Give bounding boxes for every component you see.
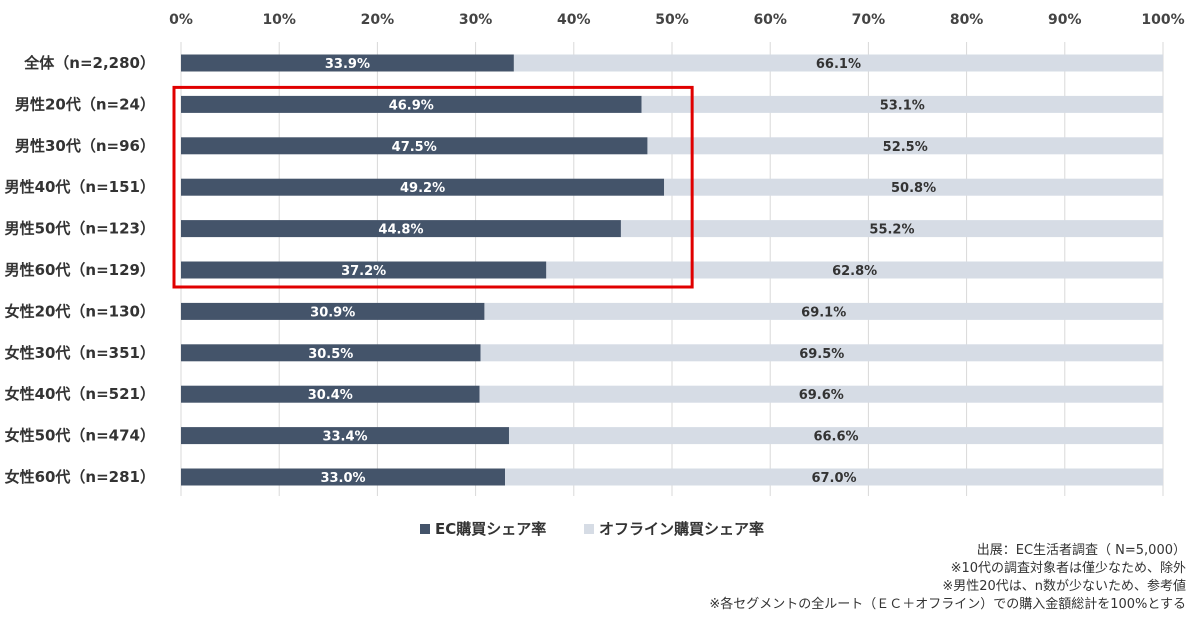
- ec-share-label: 33.0%: [320, 471, 365, 486]
- offline-share-bar: [508, 427, 1163, 445]
- offline-share-label: 53.1%: [880, 98, 925, 113]
- ec-share-label: 30.4%: [308, 388, 353, 403]
- ec-share-bar: [181, 302, 485, 320]
- ec-share-bar: [181, 427, 509, 445]
- x-tick-label: 50%: [655, 12, 689, 28]
- offline-share-label: 55.2%: [869, 223, 914, 238]
- ec-share-bar: [181, 178, 665, 196]
- ec-share-bar: [181, 385, 480, 403]
- offline-share-bar: [641, 95, 1163, 113]
- category-label: 男性20代（n=24）: [15, 95, 155, 113]
- offline-share-label: 66.6%: [813, 430, 858, 445]
- offline-share-bar: [664, 178, 1163, 196]
- x-tick-label: 10%: [262, 12, 296, 28]
- legend-swatch-offline: [584, 524, 594, 534]
- offline-share-label: 52.5%: [883, 140, 928, 155]
- footnotes: 出展：EC生活者調査（ N=5,000） ※10代の調査対象者は僅少なため、除外…: [709, 542, 1186, 614]
- legend-swatch-ec: [420, 524, 430, 534]
- ec-share-label: 46.9%: [389, 98, 434, 113]
- ec-share-bar: [181, 220, 621, 238]
- category-label: 女性60代（n=281）: [5, 468, 155, 486]
- category-label: 女性20代（n=130）: [5, 302, 155, 320]
- ec-share-label: 33.4%: [322, 430, 367, 445]
- offline-share-bar: [479, 385, 1163, 403]
- offline-share-bar: [484, 302, 1163, 320]
- ec-share-bar: [181, 95, 642, 113]
- category-label: 女性30代（n=351）: [5, 344, 155, 362]
- ec-share-label: 44.8%: [378, 223, 423, 238]
- legend-label-offline: オフライン購買シェア率: [599, 520, 764, 538]
- ec-share-bar: [181, 261, 547, 279]
- category-label: 全体（n=2,280）: [23, 54, 155, 72]
- highlight-box: [172, 85, 694, 289]
- category-label: 女性40代（n=521）: [5, 385, 155, 403]
- ec-share-bar: [181, 137, 648, 155]
- offline-share-label: 69.6%: [799, 388, 844, 403]
- ec-share-bar: [181, 54, 514, 72]
- basis-note: ※各セグメントの全ルート（ＥＣ＋オフライン）での購入金額総計を100%とする: [709, 597, 1186, 612]
- category-label: 男性60代（n=129）: [5, 261, 155, 279]
- x-tick-label: 90%: [1048, 12, 1082, 28]
- offline-share-bar: [505, 468, 1163, 486]
- offline-share-label: 62.8%: [832, 264, 877, 279]
- offline-share-bar: [620, 220, 1163, 238]
- x-tick-label: 40%: [557, 12, 591, 28]
- category-label: 女性50代（n=474）: [5, 427, 155, 445]
- x-tick-label: 100%: [1141, 12, 1184, 28]
- exclusion-note: ※10代の調査対象者は僅少なため、除外: [950, 561, 1186, 576]
- ec-share-label: 30.5%: [308, 347, 353, 362]
- category-label: 男性30代（n=96）: [15, 137, 155, 155]
- x-tick-label: 70%: [852, 12, 886, 28]
- offline-share-label: 50.8%: [891, 181, 936, 196]
- offline-share-bar: [546, 261, 1163, 279]
- x-tick-label: 20%: [361, 12, 395, 28]
- category-label: 男性40代（n=151）: [5, 178, 155, 196]
- category-label: 男性50代（n=123）: [5, 220, 155, 238]
- ec-share-label: 37.2%: [341, 264, 386, 279]
- offline-share-bar: [647, 137, 1163, 155]
- x-tick-label: 30%: [459, 12, 493, 28]
- source-note: 出展：EC生活者調査（ N=5,000）: [976, 543, 1186, 558]
- offline-share-bar: [513, 54, 1163, 72]
- ec-share-label: 30.9%: [310, 305, 355, 320]
- ec-share-label: 47.5%: [392, 140, 437, 155]
- ec-share-label: 49.2%: [400, 181, 445, 196]
- x-tick-label: 80%: [950, 12, 984, 28]
- x-tick-label: 0%: [169, 12, 193, 28]
- offline-share-label: 66.1%: [816, 57, 861, 72]
- legend-label-ec: EC購買シェア率: [435, 520, 546, 538]
- offline-share-bar: [480, 344, 1163, 362]
- ec-share-bar: [181, 344, 481, 362]
- offline-share-label: 67.0%: [811, 471, 856, 486]
- x-tick-label: 60%: [753, 12, 787, 28]
- ec-share-label: 33.9%: [325, 57, 370, 72]
- reference-note: ※男性20代は、n数が少ないため、参考値: [942, 579, 1186, 594]
- offline-share-label: 69.5%: [799, 347, 844, 362]
- ec-share-bar: [181, 468, 506, 486]
- offline-share-label: 69.1%: [801, 305, 846, 320]
